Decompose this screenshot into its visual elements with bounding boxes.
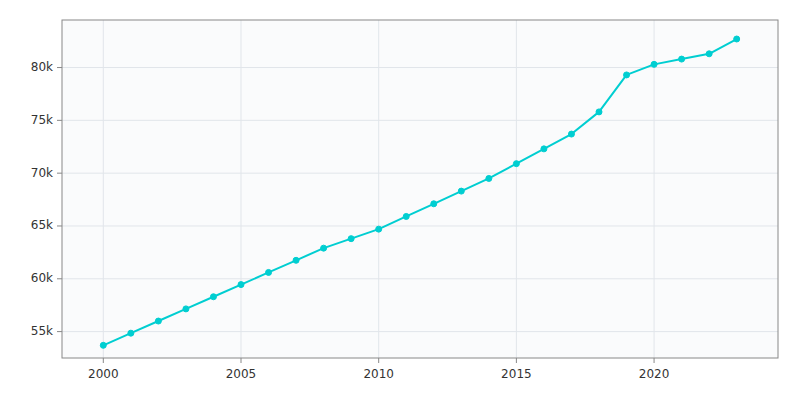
background <box>0 0 800 400</box>
y-grid-line <box>62 331 778 332</box>
x-tick <box>103 358 104 363</box>
y-grid-line <box>62 278 778 279</box>
y-tick <box>57 67 62 68</box>
x-grid-line <box>516 20 517 358</box>
y-tick-label: 75k <box>31 113 53 127</box>
series <box>100 36 739 348</box>
marker <box>210 294 216 300</box>
marker <box>486 175 492 181</box>
x-grid-line <box>654 20 655 358</box>
marker <box>293 257 299 263</box>
y-tick <box>57 173 62 174</box>
y-tick <box>57 278 62 279</box>
marker <box>458 188 464 194</box>
x-grid-line <box>241 20 242 358</box>
x-grid-line <box>103 20 104 358</box>
marker <box>624 72 630 78</box>
chart-container: 55k 60k 65k 70k 75k 80k 2000 2005 2010 2015 2020 <box>0 0 800 400</box>
x-tick-label: 2005 <box>226 367 257 381</box>
marker <box>734 36 740 42</box>
y-tick-label: 60k <box>31 271 53 285</box>
marker <box>513 161 519 167</box>
marker <box>403 213 409 219</box>
y-grid-line <box>62 67 778 68</box>
marker <box>596 109 602 115</box>
marker <box>348 236 354 242</box>
x-tick-label: 2020 <box>639 367 670 381</box>
line <box>103 39 736 345</box>
y-grid-line <box>62 120 778 121</box>
y-tick <box>57 331 62 332</box>
x-grid-line <box>378 20 379 358</box>
marker <box>238 282 244 288</box>
marker <box>376 226 382 232</box>
marker <box>651 61 657 67</box>
y-tick <box>57 225 62 226</box>
marker <box>541 146 547 152</box>
x-tick <box>241 358 242 363</box>
marker <box>568 131 574 137</box>
marker <box>266 269 272 275</box>
marker <box>100 342 106 348</box>
y-tick <box>57 120 62 121</box>
y-tick-label: 65k <box>31 218 53 232</box>
x-tick-label: 2010 <box>363 367 394 381</box>
marker <box>128 330 134 336</box>
marker <box>321 245 327 251</box>
plot-frame <box>62 20 778 358</box>
grid <box>62 20 778 358</box>
y-tick-label: 70k <box>31 166 53 180</box>
marker <box>679 56 685 62</box>
y-tick-label: 55k <box>31 324 53 338</box>
x-tick <box>378 358 379 363</box>
marker <box>706 51 712 57</box>
axes: 55k 60k 65k 70k 75k 80k 2000 2005 2010 2015 2020 <box>31 20 778 381</box>
marker <box>183 306 189 312</box>
y-grid-line <box>62 225 778 226</box>
x-tick <box>654 358 655 363</box>
y-tick-label: 80k <box>31 60 53 74</box>
x-tick-label: 2000 <box>88 367 119 381</box>
x-tick-label: 2015 <box>501 367 532 381</box>
y-grid-line <box>62 173 778 174</box>
x-tick <box>516 358 517 363</box>
marker <box>155 318 161 324</box>
chart-svg: 55k 60k 65k 70k 75k 80k 2000 2005 2010 2015 2020 <box>0 0 800 400</box>
marker <box>431 201 437 207</box>
plot-area <box>62 20 778 358</box>
